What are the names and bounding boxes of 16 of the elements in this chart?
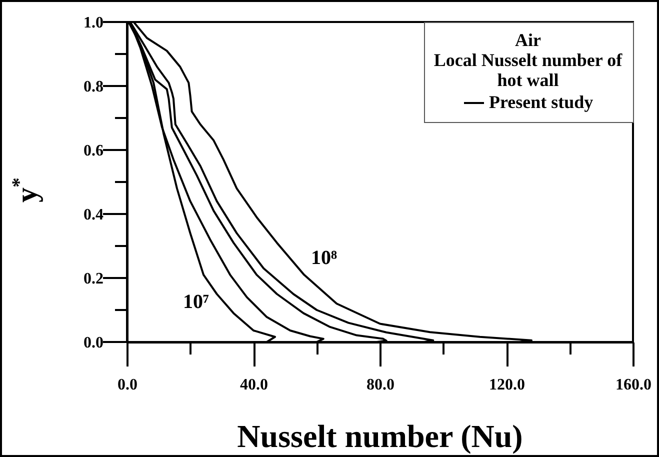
y-tick-label: 1.0 (84, 14, 104, 32)
x-tick-label: 80.0 (366, 376, 394, 394)
y-tick-label: 0.8 (84, 78, 104, 96)
x-tick-label: 0.0 (118, 376, 138, 394)
x-tick-label: 160.0 (616, 376, 652, 394)
legend-title: Air Local Nusselt number of hot wall (434, 30, 624, 90)
y-tick-label: 0.2 (84, 270, 104, 288)
x-tick-label: 40.0 (240, 376, 268, 394)
legend-label: Present study (489, 92, 594, 112)
annotation: 10⁷ (183, 291, 209, 313)
y-tick-label: 0.4 (84, 206, 104, 224)
y-tick-label: 0.0 (84, 334, 104, 352)
annotation: 10⁸ (311, 247, 337, 269)
x-tick-label: 120.0 (489, 376, 525, 394)
y-tick-label: 0.6 (84, 142, 104, 160)
x-axis-title: Nusselt number (Nu) (237, 418, 523, 454)
